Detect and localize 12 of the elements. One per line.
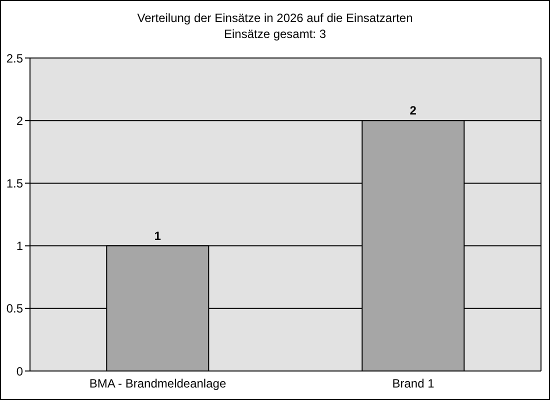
y-tick-label: 0.5: [6, 302, 24, 316]
data-label: 2: [410, 104, 417, 118]
chart-title: Verteilung der Einsätze in 2026 auf die Einsatzarten: [136, 11, 414, 25]
x-tick-label: Brand 1: [392, 376, 435, 391]
y-tick-label: 2.5: [6, 51, 24, 66]
data-label: 1: [154, 228, 162, 243]
y-tick-label: 2: [16, 114, 24, 128]
x-tick-label: BMA - Brandmeldeanlage: [89, 376, 226, 391]
y-tick-label: 1.5: [6, 176, 24, 190]
chart-subtitle: Einsätze gesamt: 3: [222, 27, 328, 41]
y-tick-label: 1: [16, 239, 24, 254]
y-tick-label: 0: [16, 364, 24, 378]
